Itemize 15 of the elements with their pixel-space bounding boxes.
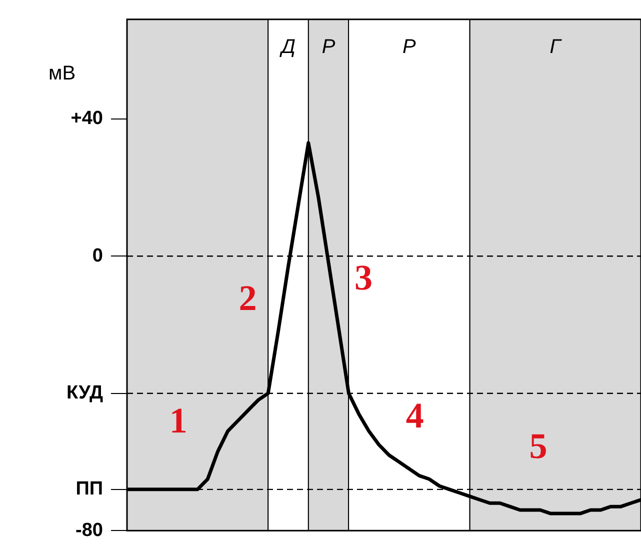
annotation: 5 (529, 426, 548, 466)
y-tick-label: 0 (92, 245, 103, 266)
annotation: Р (402, 36, 417, 58)
annotation: Р (322, 36, 336, 58)
y-tick-label: -80 (76, 520, 103, 541)
annotation: 3 (354, 257, 372, 298)
y-axis-title: мВ (48, 62, 76, 84)
annotation: 1 (169, 400, 188, 441)
annotation: 4 (406, 395, 424, 436)
y-tick-label: ПП (76, 478, 103, 500)
annotation: Г (550, 36, 563, 58)
y-tick-label: +40 (70, 108, 103, 130)
annotation: 2 (238, 278, 257, 318)
annotation: Д (279, 36, 296, 58)
y-tick-label: КУД (66, 382, 104, 404)
